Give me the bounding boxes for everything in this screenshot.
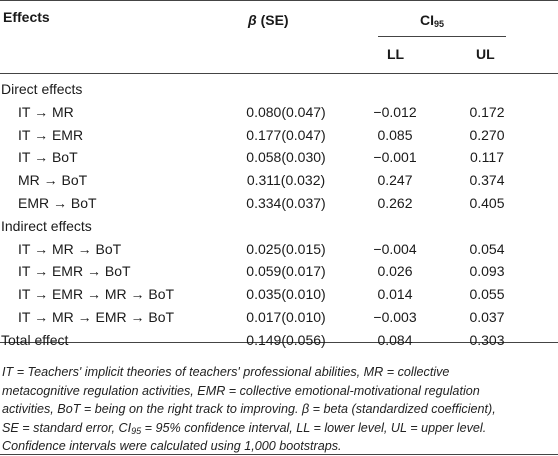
- ul-cell: 0.037: [469, 309, 505, 325]
- footnote-line-1: IT = Teachers' implicit theories of teac…: [2, 365, 450, 379]
- header-beta-se: β (SE): [248, 12, 289, 29]
- beta-se-cell: 0.025(0.015): [246, 240, 326, 257]
- header-ul: UL: [476, 46, 495, 62]
- ll-cell: 0.262: [377, 195, 413, 211]
- ul-cell: 0.374: [469, 172, 505, 189]
- row-label: IT → MR → BoT: [18, 240, 122, 257]
- row-label: IT → EMR → BoT: [18, 263, 131, 280]
- ll-cell: 0.014: [377, 286, 413, 303]
- footnote-line-2: metacognitive regulation activities, EMR…: [2, 383, 480, 398]
- ul-cell: 0.303: [469, 331, 505, 348]
- ll-cell: 0.085: [377, 126, 413, 143]
- header-ci: CI95: [420, 12, 444, 29]
- ul-cell: 0.270: [469, 126, 505, 143]
- top-rule: [0, 0, 558, 1]
- footnote-line-5: Confidence intervals were calculated usi…: [2, 439, 342, 453]
- row-label: IT → BoT: [18, 149, 78, 166]
- ul-cell: 0.405: [469, 195, 505, 211]
- beta-se-cell: 0.334(0.037): [246, 195, 326, 211]
- ul-cell: 0.117: [470, 149, 504, 166]
- ci-subscript: 95: [434, 19, 445, 29]
- beta-se-cell: 0.080(0.047): [246, 103, 326, 120]
- beta-se-cell: 0.177(0.047): [246, 126, 326, 143]
- ll-cell: 0.247: [377, 172, 413, 189]
- header-effects: Effects: [3, 9, 50, 25]
- ul-cell: 0.172: [469, 103, 505, 120]
- ll-cell: −0.004: [373, 240, 417, 257]
- ci-header-rule: [378, 36, 506, 37]
- table-bottom-rule: [0, 342, 558, 343]
- beta-se-cell: 0.017(0.010): [246, 309, 326, 325]
- beta-symbol: β: [248, 12, 257, 28]
- beta-se-cell: 0.311(0.032): [246, 172, 326, 189]
- header-bottom-rule: [0, 73, 558, 74]
- ll-cell: 0.084: [377, 331, 413, 348]
- ll-cell: 0.026: [377, 263, 413, 280]
- row-label: Direct effects: [1, 81, 83, 97]
- ul-cell: 0.054: [469, 240, 505, 257]
- ul-cell: 0.055: [469, 286, 505, 303]
- row-label: IT → MR: [18, 103, 74, 120]
- ll-cell: −0.012: [373, 103, 417, 120]
- beta-se-cell: 0.058(0.030): [246, 149, 326, 166]
- table-footnote: IT = Teachers' implicit theories of teac…: [2, 363, 554, 456]
- row-label: IT → MR → EMR → BoT: [18, 309, 175, 325]
- ci-label: CI: [420, 12, 434, 28]
- ll-cell: −0.003: [373, 309, 417, 325]
- row-label: Total effect: [1, 331, 69, 348]
- beta-se-cell: 0.149(0.056): [246, 331, 326, 348]
- row-label: IT → EMR → MR → BoT: [18, 286, 175, 303]
- beta-se-cell: 0.059(0.017): [246, 263, 326, 280]
- row-label: EMR → BoT: [18, 195, 97, 211]
- ll-cell: −0.001: [373, 149, 417, 166]
- row-label: IT → EMR: [18, 126, 84, 143]
- footnote-line-4: SE = standard error, CI95 = 95% confiden…: [2, 420, 487, 436]
- footnote-line-3: activities, BoT = being on the right tra…: [2, 402, 496, 416]
- header-ll: LL: [387, 46, 405, 62]
- se-label: (SE): [260, 12, 289, 28]
- ul-cell: 0.093: [469, 263, 505, 280]
- row-label: Indirect effects: [1, 217, 92, 234]
- row-label: MR → BoT: [18, 172, 88, 189]
- beta-se-cell: 0.035(0.010): [246, 286, 326, 303]
